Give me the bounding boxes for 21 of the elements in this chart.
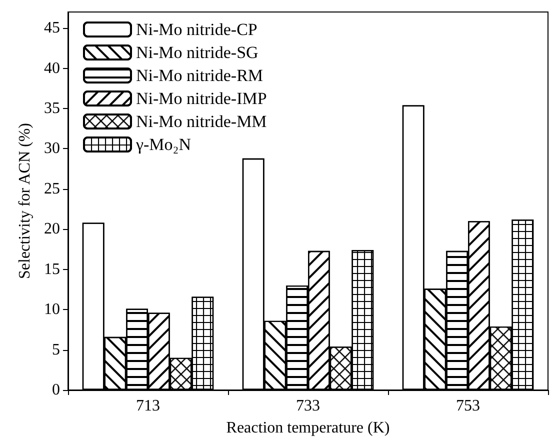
x-tick-label: 713 [136,398,160,414]
legend-label: Ni-Mo nitride-MM [136,112,267,131]
x-axis-title: Reaction temperature (K) [226,420,390,436]
y-tick-label: 10 [44,301,60,318]
x-tick-label: 753 [456,398,480,414]
x-tick-label: 733 [296,398,320,414]
y-tick-label: 45 [44,20,60,37]
legend-label: Ni-Mo nitride-RM [136,66,264,85]
y-tick-label: 20 [44,220,60,238]
y-tick-label: 0 [52,382,60,398]
legend-label: Ni-Mo nitride-SG [136,43,258,62]
y-tick-label: 15 [44,260,60,278]
legend-label: γ-Mo₂N [135,135,191,154]
y-tick-label: 40 [44,60,60,77]
y-axis-title: Selectivity for ACN (%) [16,123,34,279]
legend-label: Ni-Mo nitride-IMP [136,89,267,108]
legend-label: Ni-Mo nitride-CP [136,20,258,39]
y-tick-label: 25 [44,180,60,198]
y-tick-label: 5 [52,341,60,358]
y-tick-label: 35 [44,100,60,118]
y-tick-label: 30 [44,140,60,158]
